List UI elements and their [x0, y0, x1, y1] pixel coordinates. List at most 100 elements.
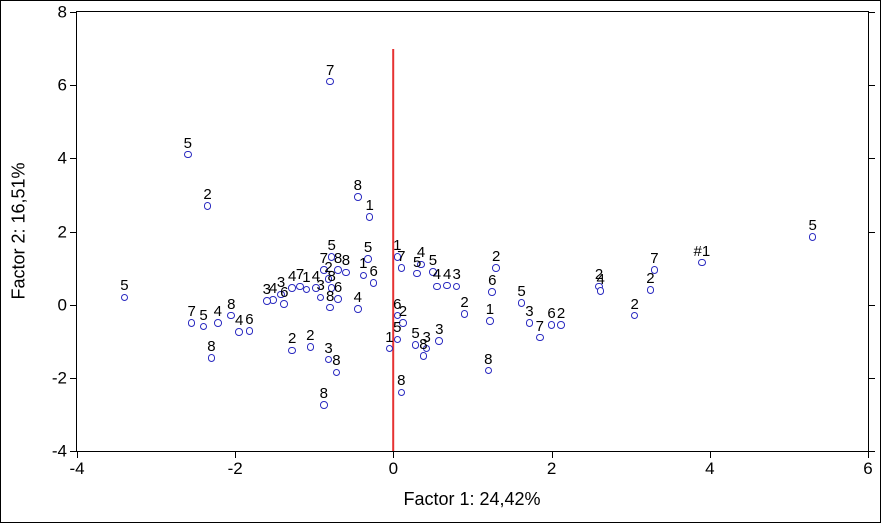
point-marker — [393, 311, 402, 320]
point-label: 1 — [302, 269, 311, 287]
y-tick-mark-right — [868, 12, 875, 13]
point-marker — [263, 297, 271, 305]
point-marker — [280, 300, 289, 308]
x-tick-label: 2 — [546, 459, 557, 478]
point-label: 6 — [280, 283, 289, 301]
point-marker — [332, 368, 341, 377]
point-label: 6 — [547, 304, 556, 322]
point-label: 4 — [353, 289, 362, 307]
y-tick-mark-right — [868, 304, 875, 306]
point-marker — [245, 327, 254, 335]
y-tick-mark-right — [868, 377, 875, 379]
point-label: 2 — [203, 185, 212, 203]
point-marker — [324, 355, 333, 364]
point-marker — [808, 233, 817, 241]
point-label: 5 — [363, 238, 373, 256]
y-tick-label: -2 — [51, 368, 67, 388]
point-marker — [312, 284, 320, 292]
y-axis-title: Factor 2: 16,51% — [8, 162, 29, 300]
point-marker — [199, 322, 208, 331]
point-marker — [399, 319, 407, 327]
point-marker — [187, 319, 196, 327]
point-marker — [319, 401, 328, 410]
point-label: 7 — [295, 266, 305, 284]
point-label: 5 — [120, 277, 129, 295]
point-label: 7 — [187, 302, 196, 320]
point-label: 3 — [435, 321, 444, 339]
point-marker — [417, 260, 425, 269]
point-label: 1 — [485, 301, 495, 319]
y-tick-mark-right — [868, 451, 875, 452]
point-marker — [486, 317, 494, 325]
point-marker — [214, 319, 222, 327]
point-label: 3 — [525, 302, 534, 320]
point-marker — [397, 264, 406, 272]
point-marker — [369, 278, 378, 287]
y-tick-mark — [70, 304, 77, 306]
point-marker — [435, 337, 444, 346]
point-label: 8 — [484, 350, 493, 368]
point-label: 3 — [422, 328, 431, 346]
point-label: 2 — [306, 326, 315, 344]
point-label: 6 — [369, 262, 378, 280]
point-marker — [334, 266, 342, 274]
point-label: 1 — [359, 255, 368, 273]
point-marker — [326, 303, 334, 312]
y-tick-label: 2 — [57, 222, 67, 241]
y-tick-label: 8 — [57, 2, 67, 22]
point-label: 4 — [311, 268, 321, 286]
point-marker — [484, 366, 493, 375]
y-tick-mark — [70, 85, 77, 87]
point-label: 7 — [650, 249, 659, 267]
y-tick-mark-right — [868, 85, 875, 87]
point-label: 8 — [325, 287, 335, 305]
point-label: 2 — [630, 295, 639, 313]
point-label: 1 — [393, 237, 402, 255]
point-label: 2 — [556, 304, 566, 322]
point-label: 4 — [443, 265, 452, 283]
y-tick-mark — [70, 377, 77, 379]
point-label: 3 — [324, 339, 333, 357]
point-label: 6 — [393, 295, 402, 313]
x-tick-mark — [868, 451, 869, 458]
x-tick-label: 0 — [388, 459, 399, 478]
point-label: 4 — [268, 280, 278, 298]
point-label: 7 — [325, 61, 335, 79]
point-marker — [433, 282, 441, 291]
y-tick-label: 4 — [57, 148, 67, 168]
y-tick-label: 0 — [57, 295, 67, 315]
point-label: 5 — [412, 253, 422, 271]
y-tick-mark-right — [868, 158, 875, 160]
point-label: 5 — [411, 324, 420, 342]
point-label: 1 — [385, 328, 394, 346]
point-label: 8 — [397, 372, 406, 390]
point-label: 7 — [319, 249, 328, 267]
point-label: 8 — [319, 385, 328, 403]
point-label: 8 — [353, 176, 362, 194]
point-label: 8 — [419, 335, 428, 353]
point-label: 5 — [393, 319, 402, 337]
point-marker — [302, 285, 311, 294]
point-label: 7 — [535, 317, 544, 335]
point-marker — [327, 284, 336, 292]
point-marker — [227, 311, 236, 320]
y-tick-mark — [70, 12, 77, 13]
point-label: 5 — [183, 134, 192, 152]
point-label: 5 — [808, 216, 817, 234]
point-label: 2 — [594, 266, 604, 284]
point-label: 2 — [287, 330, 297, 348]
point-marker — [411, 341, 420, 349]
point-marker — [385, 344, 394, 353]
point-marker — [535, 333, 544, 342]
x-tick-label: -4 — [69, 459, 85, 478]
zero-reference-line — [392, 48, 395, 451]
point-marker — [517, 299, 526, 307]
point-marker — [306, 342, 315, 351]
point-marker — [235, 328, 243, 336]
x-tick-mark — [551, 451, 553, 458]
point-marker — [547, 320, 556, 329]
point-label: 8 — [227, 295, 236, 313]
point-label: 4 — [234, 312, 244, 330]
point-marker — [596, 286, 605, 295]
